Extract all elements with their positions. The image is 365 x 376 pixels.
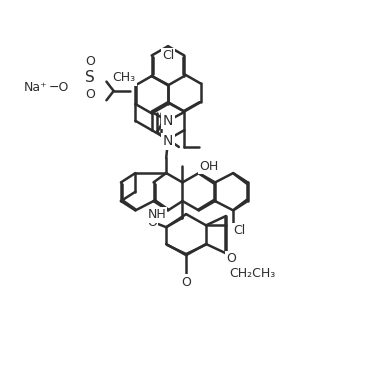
Text: O: O bbox=[147, 216, 157, 229]
Text: N: N bbox=[163, 134, 173, 149]
Text: CH₃: CH₃ bbox=[112, 71, 135, 84]
Text: S: S bbox=[85, 70, 95, 85]
Text: NH: NH bbox=[147, 208, 166, 221]
Text: O: O bbox=[85, 55, 95, 68]
Text: Cl: Cl bbox=[162, 49, 174, 62]
Text: CH₂CH₃: CH₂CH₃ bbox=[230, 267, 276, 280]
Text: N: N bbox=[163, 114, 173, 128]
Text: Cl: Cl bbox=[233, 224, 245, 237]
Text: OH: OH bbox=[199, 160, 218, 173]
Text: O: O bbox=[226, 252, 236, 265]
Text: −O: −O bbox=[49, 81, 69, 94]
Text: O: O bbox=[85, 88, 95, 101]
Text: Na⁺: Na⁺ bbox=[24, 81, 48, 94]
Text: O: O bbox=[181, 276, 191, 288]
